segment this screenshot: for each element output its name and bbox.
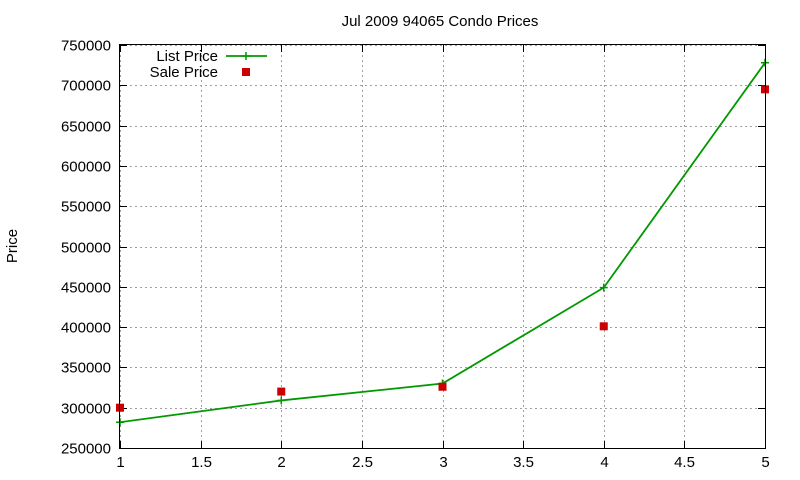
list-price-point xyxy=(277,396,286,405)
y-tick-label: 600000 xyxy=(61,159,111,176)
list-price-line xyxy=(119,62,766,424)
sale-price-point xyxy=(438,382,447,391)
y-tick-label: 550000 xyxy=(61,199,111,216)
x-tick-label: 2 xyxy=(277,454,285,471)
sale-price-point xyxy=(277,387,286,396)
axis-ticks: 250000 300000 350000 400000 450000 500000 5500… xyxy=(61,38,770,472)
chart-title: Jul 2009 94065 Condo Prices xyxy=(342,13,539,30)
sale-price-point xyxy=(599,322,608,331)
y-axis-title: Price xyxy=(4,229,21,263)
legend-marker-sale-price xyxy=(242,68,250,76)
plot-frame xyxy=(119,44,766,449)
x-tick-label: 3.5 xyxy=(513,454,534,471)
y-tick-label: 750000 xyxy=(61,38,111,55)
x-tick-label: 4 xyxy=(600,454,608,471)
y-tick-label: 500000 xyxy=(61,240,111,257)
y-tick-label: 250000 xyxy=(61,441,111,458)
y-tick-label: 300000 xyxy=(61,401,111,418)
x-tick-label: 1.5 xyxy=(191,454,212,471)
y-tick-label: 700000 xyxy=(61,78,111,95)
y-tick-label: 350000 xyxy=(61,360,111,377)
y-tick-label: 450000 xyxy=(61,280,111,297)
list-price-point xyxy=(599,283,608,292)
legend-label-sale-price: Sale Price xyxy=(150,64,218,81)
legend-label-list-price: List Price xyxy=(156,48,218,65)
x-tick-label: 3 xyxy=(439,454,447,471)
x-tick-label: 5 xyxy=(761,454,769,471)
y-tick-label: 400000 xyxy=(61,320,111,337)
x-tick-label: 1 xyxy=(116,454,124,471)
x-tick-label: 4.5 xyxy=(674,454,695,471)
y-tick-label: 650000 xyxy=(61,119,111,136)
legend-marker-list-price xyxy=(242,52,250,60)
series xyxy=(116,58,769,427)
x-tick-label: 2.5 xyxy=(352,454,373,471)
